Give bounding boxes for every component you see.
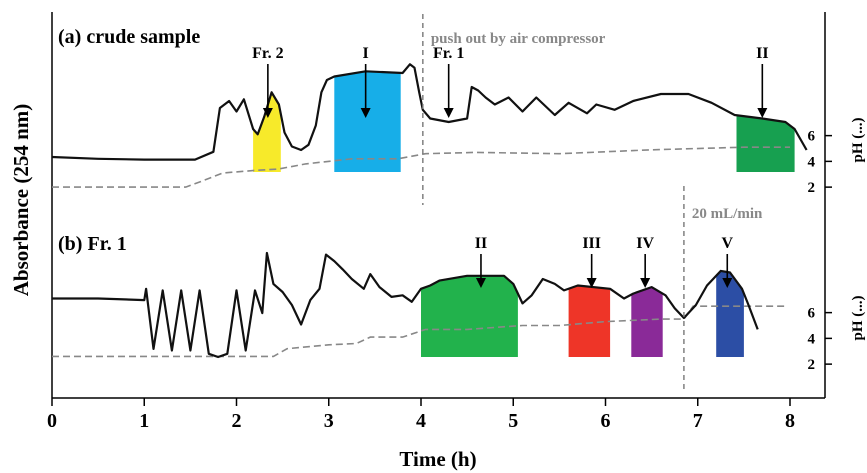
ph-tick-label: 6 xyxy=(808,306,816,322)
ph-tick-label: 6 xyxy=(808,129,816,145)
fraction-iii-area xyxy=(568,285,611,357)
arrow-label: IV xyxy=(636,235,654,252)
arrow-label: III xyxy=(582,235,601,252)
x-tick-label: 8 xyxy=(785,410,795,432)
absorbance-trace xyxy=(52,251,759,359)
fraction-v-area xyxy=(716,270,744,357)
arrow-head xyxy=(443,108,454,118)
ph-profile-line xyxy=(52,305,786,358)
ph-axis-title-b: pH (...) xyxy=(850,295,866,340)
arrow-head xyxy=(640,278,651,288)
panel-label: (b) Fr. 1 xyxy=(58,233,127,255)
fraction-ii-area xyxy=(736,115,795,172)
fraction-ii-area xyxy=(421,275,518,357)
x-tick-label: 1 xyxy=(139,410,149,432)
arrow-head xyxy=(586,278,597,288)
arrow-label: II xyxy=(756,45,768,62)
divider-label: push out by air compressor xyxy=(431,31,606,47)
fraction-iv-area xyxy=(631,287,663,357)
fraction-fr2-area xyxy=(253,92,281,172)
x-tick-label: 0 xyxy=(47,410,57,432)
arrow-label: V xyxy=(721,235,733,252)
ph-tick-label: 2 xyxy=(808,357,816,373)
arrow-head xyxy=(360,108,371,118)
divider-label: 20 mL/min xyxy=(692,206,763,222)
x-tick-label: 7 xyxy=(693,410,703,432)
arrow-head xyxy=(475,278,486,288)
arrow-label: II xyxy=(475,235,487,252)
x-tick-label: 4 xyxy=(416,410,426,432)
arrow-label: Fr. 1 xyxy=(433,45,464,62)
arrow-head xyxy=(262,108,273,118)
panel-label: (a) crude sample xyxy=(58,26,200,48)
x-axis-title: Time (h) xyxy=(399,447,476,471)
ph-axis-title-a: pH (...) xyxy=(850,117,866,162)
ph-tick-label: 2 xyxy=(808,180,816,196)
ph-tick-label: 4 xyxy=(808,331,816,347)
fraction-i-area xyxy=(334,71,401,172)
panel-a: 2 4 6 push out by air compressor (a) crude s… xyxy=(51,14,832,205)
arrow-label: I xyxy=(363,45,369,62)
x-tick-label: 2 xyxy=(232,410,242,432)
arrow-label: Fr. 2 xyxy=(252,45,283,62)
ph-tick-label: 4 xyxy=(808,154,816,170)
ph-profile-line xyxy=(52,146,790,188)
x-tick-label: 5 xyxy=(508,410,518,432)
y-axis-title: Absorbance (254 nm) xyxy=(9,104,33,297)
absorbance-trace xyxy=(51,63,808,161)
arrow-head xyxy=(757,108,768,118)
arrow-head xyxy=(722,278,733,288)
x-tick-label: 6 xyxy=(601,410,611,432)
x-tick-label: 3 xyxy=(324,410,334,432)
